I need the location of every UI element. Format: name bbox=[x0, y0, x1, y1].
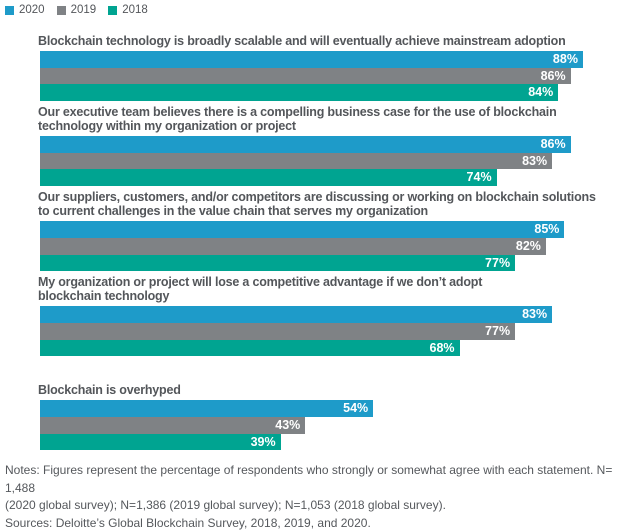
legend-swatch-2020-icon bbox=[5, 6, 14, 15]
bar-value-label: 43% bbox=[275, 417, 301, 432]
statement-label: Blockchain technology is broadly scalabl… bbox=[38, 34, 640, 48]
bar-2019: 77% bbox=[40, 322, 516, 340]
notes-line: Notes: Figures represent the percentage … bbox=[5, 463, 613, 495]
statement-line: technology within my organization or pro… bbox=[38, 119, 296, 134]
statement-line: Blockchain is overhyped bbox=[38, 383, 181, 398]
bar-value-label: 39% bbox=[250, 434, 276, 449]
legend-label-2020: 2020 bbox=[19, 4, 45, 16]
statement-line: to current challenges in the value chain… bbox=[38, 204, 428, 219]
bar-2018: 39% bbox=[40, 433, 281, 451]
bar-value-label: 54% bbox=[343, 401, 369, 416]
legend-swatch-2019-icon bbox=[56, 6, 66, 15]
statement-line: Our executive team believes there is a c… bbox=[38, 105, 557, 120]
chart-group-scalability: Blockchain technology is broadly scalabl… bbox=[0, 34, 640, 102]
bar-value-label: 86% bbox=[540, 137, 566, 152]
bar-group: 85% 82% 77% bbox=[40, 221, 640, 272]
bar-2020: 88% bbox=[40, 51, 583, 68]
statement-line: Our suppliers, customers, and/or competi… bbox=[38, 190, 596, 205]
bar-value-label: 83% bbox=[522, 153, 548, 168]
bar-2019: 83% bbox=[40, 152, 553, 170]
bar-value-label: 84% bbox=[528, 85, 554, 100]
statement-line: Blockchain technology is broadly scalabl… bbox=[38, 34, 566, 48]
bar-value-label: 74% bbox=[466, 170, 492, 185]
bar-2019: 86% bbox=[40, 67, 571, 85]
legend-label-2019: 2019 bbox=[70, 4, 97, 16]
bar-2020: 83% bbox=[40, 306, 553, 323]
legend-swatch-2018-icon bbox=[108, 6, 118, 15]
statement-line: blockchain technology bbox=[38, 289, 170, 304]
chart-group-business-case: Our executive team believes there is a c… bbox=[0, 105, 640, 187]
statement-line: My organization or project will lose a c… bbox=[38, 275, 483, 290]
footnotes: Notes: Figures represent the percentage … bbox=[5, 462, 640, 532]
legend-item-2019: 2019 bbox=[56, 4, 97, 16]
legend-item-2020: 2020 bbox=[5, 4, 45, 16]
statement-label: My organization or project will lose a c… bbox=[38, 275, 640, 303]
chart-group-overhyped: Blockchain is overhyped 54% 43% 39% bbox=[0, 383, 640, 451]
legend-label-2018: 2018 bbox=[122, 4, 148, 16]
bar-2018: 74% bbox=[40, 169, 497, 187]
bar-value-label: 88% bbox=[552, 52, 578, 66]
bar-2018: 84% bbox=[40, 84, 559, 102]
bar-value-label: 77% bbox=[485, 323, 511, 338]
bar-value-label: 77% bbox=[485, 255, 511, 270]
statement-label: Blockchain is overhyped bbox=[38, 383, 640, 397]
statement-label: Our executive team believes there is a c… bbox=[38, 105, 640, 133]
sources-line: Sources: Deloitte’s Global Blockchain Su… bbox=[5, 515, 371, 530]
bar-2018: 68% bbox=[40, 339, 460, 357]
bar-2020: 86% bbox=[40, 136, 571, 153]
bar-value-label: 83% bbox=[522, 307, 548, 322]
bar-value-label: 85% bbox=[534, 222, 560, 237]
chart-legend: 2020 2019 2018 bbox=[0, 0, 640, 17]
bar-group: 88% 86% 84% bbox=[40, 51, 640, 102]
bar-2018: 77% bbox=[40, 254, 516, 272]
bar-value-label: 82% bbox=[515, 238, 541, 253]
bar-group: 86% 83% 74% bbox=[40, 136, 640, 187]
notes-line: (2020 global survey); N=1,386 (2019 glob… bbox=[5, 498, 446, 513]
bar-group: 54% 43% 39% bbox=[40, 400, 640, 451]
bar-2019: 82% bbox=[40, 237, 546, 255]
bar-group: 83% 77% 68% bbox=[40, 306, 640, 357]
bar-2020: 54% bbox=[40, 400, 374, 417]
bar-value-label: 68% bbox=[429, 340, 455, 355]
bar-2019: 43% bbox=[40, 416, 306, 434]
bar-value-label: 86% bbox=[540, 68, 566, 83]
legend-item-2018: 2018 bbox=[108, 4, 148, 16]
statement-label: Our suppliers, customers, and/or competi… bbox=[38, 190, 640, 218]
chart-group-value-chain: Our suppliers, customers, and/or competi… bbox=[0, 190, 640, 272]
bar-chart: Blockchain technology is broadly scalabl… bbox=[0, 34, 640, 451]
bar-2020: 85% bbox=[40, 221, 565, 238]
chart-group-competitive-advantage: My organization or project will lose a c… bbox=[0, 275, 640, 357]
